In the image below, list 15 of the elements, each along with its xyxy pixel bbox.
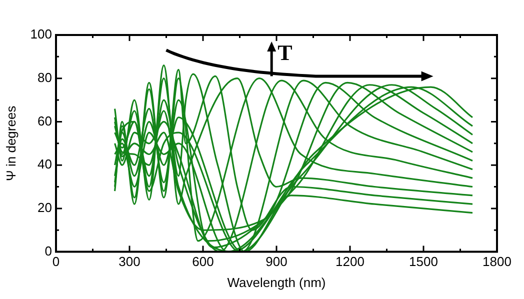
x-axis-title: Wavelength (nm): [227, 274, 326, 290]
x-tick-label: 1200: [336, 254, 364, 270]
y-tick-label: 100: [30, 26, 52, 42]
x-tick-label: 1500: [409, 254, 438, 270]
y-axis-title: Ψ in degrees: [3, 105, 18, 181]
x-tick-label: 300: [118, 254, 140, 270]
x-tick-label: 600: [192, 254, 214, 270]
annotation: T: [278, 40, 292, 66]
y-tick-label: 80: [38, 70, 52, 85]
x-tick-label: 900: [266, 254, 288, 270]
y-tick-label: 0: [44, 243, 52, 258]
y-tick-label: 40: [38, 156, 52, 172]
x-tick-label: 1800: [482, 254, 512, 270]
y-tick-label: 60: [38, 113, 52, 128]
y-tick-label: 20: [38, 200, 52, 216]
